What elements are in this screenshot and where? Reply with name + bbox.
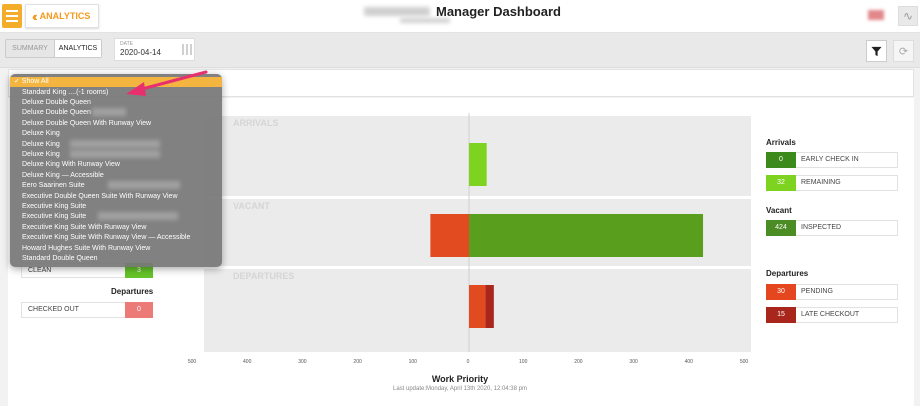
stat-remaining-label: REMAINING (801, 179, 841, 186)
tab-summary[interactable]: SUMMARY (12, 45, 48, 52)
refresh-icon: ⟳ (898, 45, 909, 58)
dropdown-item[interactable]: Executive Double Queen Suite With Runway… (22, 192, 178, 200)
stat-late-checkout: 15 LATE CHECKOUT (766, 307, 898, 323)
analytics-back-label: ANALYTICS (39, 11, 91, 21)
redacted-hotel-name (364, 7, 430, 16)
stat-inspected-label: INSPECTED (801, 224, 842, 231)
date-value: 2020-04-14 (120, 48, 161, 57)
hamburger-menu-icon[interactable] (2, 4, 22, 28)
chart-title: Work Priority (431, 374, 489, 384)
stat-remaining-value: 32 (766, 175, 796, 191)
dropdown-item-show-all[interactable]: ✓ Show All (10, 77, 222, 88)
last-update-text: Last update:Monday, April 13th 2020, 12:… (393, 386, 527, 392)
bar-departures-1[interactable] (485, 285, 494, 328)
stat-early-check-in-label: EARLY CHECK IN (801, 156, 859, 163)
dropdown-item[interactable]: Deluxe King (22, 151, 60, 158)
right-arrivals-title: Arrivals (766, 138, 796, 147)
date-picker[interactable]: DATE 2020-04-14 (114, 38, 195, 61)
band-label-vacant: VACANT (233, 201, 270, 211)
axis-tick-label: 500 (739, 359, 749, 365)
dropdown-item[interactable]: Eero Saarinen Suite (22, 182, 85, 190)
top-bar (0, 0, 920, 33)
stat-checked-out-label: CHECKED OUT (28, 306, 79, 313)
dropdown-item[interactable]: Executive King Suite (22, 213, 87, 221)
stat-pending-label: PENDING (801, 288, 833, 295)
dropdown-item[interactable]: Standard Double Queen (22, 255, 98, 262)
redacted-text (92, 108, 126, 116)
dropdown-item[interactable]: Deluxe Double Queen With Runway View (22, 119, 152, 127)
activity-icon[interactable]: ∿ (898, 6, 918, 26)
page-title: Manager Dashboard (436, 4, 561, 19)
right-vacant-title: Vacant (766, 206, 792, 215)
axis-tick-label: 100 (408, 359, 417, 365)
flag-icon[interactable] (868, 10, 884, 20)
axis-tick-label: 200 (353, 359, 362, 365)
dropdown-item[interactable]: Deluxe King With Runway View (22, 161, 120, 169)
stat-late-checkout-value: 15 (766, 307, 796, 323)
dropdown-item[interactable]: Standard King ....(-1 rooms) (22, 88, 109, 96)
stat-early-check-in-value: 0 (766, 152, 796, 168)
axis-tick-label: 200 (574, 359, 583, 365)
redacted-subtitle (400, 18, 450, 23)
filter-button[interactable] (866, 40, 887, 62)
calendar-icon[interactable] (182, 44, 193, 55)
dropdown-item[interactable]: Howard Hughes Suite With Runway View (22, 244, 151, 252)
bar-vacant-1[interactable] (469, 214, 704, 257)
axis-tick-label: 500 (187, 359, 197, 365)
dropdown-item[interactable]: Executive King Suite With Runway View (22, 223, 147, 231)
left-departures-title: Departures (111, 287, 154, 296)
stat-clean-label: CLEAN (28, 267, 52, 274)
dropdown-item[interactable]: Deluxe King (22, 140, 60, 148)
axis-tick-label: 0 (466, 359, 470, 365)
band-label-departures: DEPARTURES (233, 271, 295, 281)
stat-checked-out: CHECKED OUT 0 (21, 302, 153, 318)
axis-tick-label: 300 (298, 359, 307, 365)
date-label: DATE (120, 41, 133, 47)
analytics-back-button[interactable]: ‹‹ ANALYTICS (25, 4, 99, 28)
stat-late-checkout-label: LATE CHECKOUT (801, 311, 860, 318)
bar-vacant-0[interactable] (430, 214, 469, 257)
band-label-arrivals: ARRIVALS (233, 118, 279, 128)
redacted-text (98, 212, 178, 220)
redacted-text (70, 140, 160, 148)
stat-remaining: 32 REMAINING (766, 175, 898, 191)
tab-analytics[interactable]: ANALYTICS (54, 40, 101, 57)
axis-tick-label: 400 (684, 359, 693, 365)
bar-arrivals-0[interactable] (469, 143, 487, 186)
axis-tick-label: 100 (519, 359, 528, 365)
dropdown-item[interactable]: Deluxe King — Accessible (22, 171, 104, 179)
right-departures-title: Departures (766, 269, 809, 278)
axis-tick-label: 300 (629, 359, 638, 365)
axis-tick-label: 400 (243, 359, 252, 365)
dropdown-item[interactable]: Executive King Suite (22, 203, 87, 210)
stat-inspected: 424 INSPECTED (766, 220, 898, 236)
dropdown-item[interactable]: Executive King Suite With Runway View — … (22, 234, 191, 242)
stat-pending: 30 PENDING (766, 284, 898, 300)
dropdown-item[interactable]: Deluxe Double Queen (22, 109, 91, 117)
redacted-text (108, 181, 180, 189)
refresh-button[interactable]: ⟳ (893, 40, 914, 62)
redacted-text (70, 150, 160, 158)
dropdown-item[interactable]: Deluxe King (22, 130, 60, 138)
dropdown-item[interactable]: Deluxe Double Queen (22, 99, 91, 106)
stat-checked-out-value: 0 (125, 302, 153, 318)
stat-pending-value: 30 (766, 284, 796, 300)
view-switch: SUMMARY ANALYTICS (5, 39, 102, 58)
room-type-dropdown[interactable]: ✓ Show All Standard King ....(-1 rooms) D… (10, 74, 222, 267)
funnel-icon (871, 46, 882, 56)
stat-early-check-in: 0 EARLY CHECK IN (766, 152, 898, 168)
stat-inspected-value: 424 (766, 220, 796, 236)
bar-departures-0[interactable] (469, 285, 486, 328)
